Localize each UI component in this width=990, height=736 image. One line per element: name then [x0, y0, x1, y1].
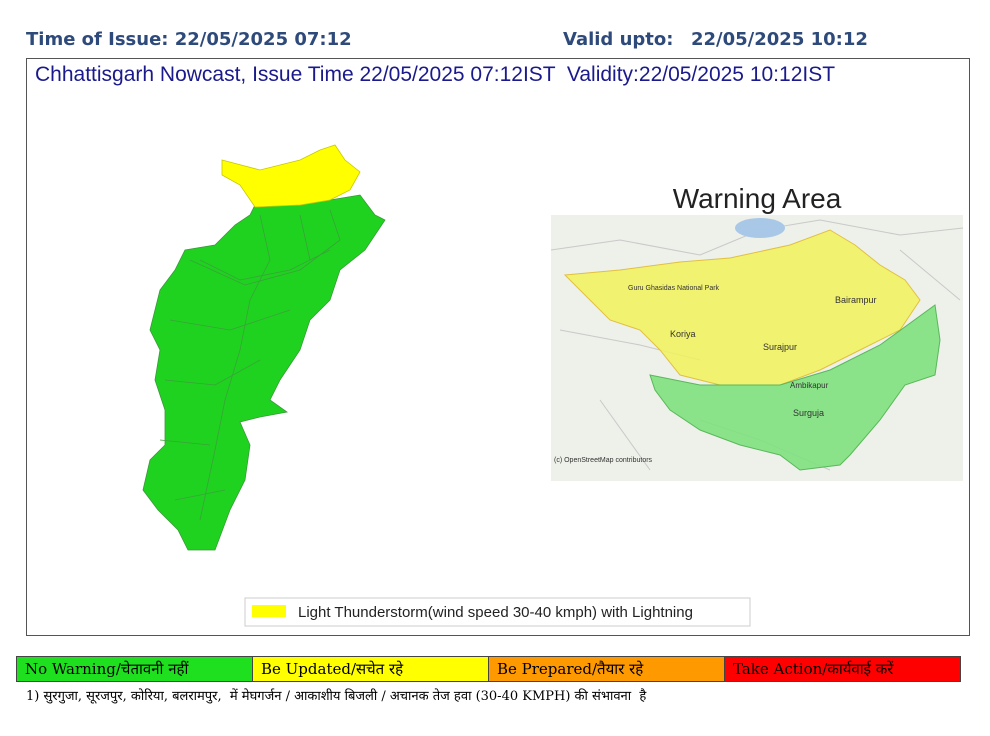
level-no-warning: No Warning/चेतावनी नहीं: [17, 657, 253, 681]
map-title: Chhattisgarh Nowcast, Issue Time 22/05/2…: [35, 63, 836, 86]
level-be-updated: Be Updated/सचेत रहे: [253, 657, 489, 681]
inset-place-label: Surguja: [793, 408, 824, 418]
inset-green-zone: [649, 304, 941, 471]
inset-title: Warning Area: [673, 183, 842, 214]
inset-place-label: Surajpur: [763, 342, 797, 352]
map-frame: Chhattisgarh Nowcast, Issue Time 22/05/2…: [26, 58, 970, 636]
issue-time: Time of Issue: 22/05/2025 07:12: [26, 29, 352, 50]
valid-time: 22/05/2025 10:12: [691, 29, 868, 50]
inset-place-label: (c) OpenStreetMap contributors: [554, 457, 653, 464]
legend-label: Light Thunderstorm(wind speed 30-40 kmph…: [298, 604, 693, 621]
warning-levels: No Warning/चेतावनी नहीं Be Updated/सचेत …: [16, 656, 961, 682]
inset-place-label: Ambikapur: [790, 381, 829, 390]
level-be-prepared: Be Prepared/तैयार रहे: [489, 657, 725, 681]
legend-box: [244, 597, 751, 627]
state-be-updated: [221, 144, 361, 208]
note: 1) सुरगुजा, सूरजपुर, कोरिया, बलरामपुर, म…: [26, 689, 647, 704]
legend-swatch: [252, 605, 286, 617]
inset-place-label: Koriya: [670, 329, 696, 339]
inset-water: [735, 218, 785, 238]
inset-place-label: Guru Ghasidas National Park: [628, 285, 720, 292]
inset-place-label: Bairampur: [835, 295, 877, 305]
state-no-warning: [142, 194, 386, 551]
district-boundaries: [159, 209, 341, 521]
valid-label: Valid upto:: [563, 29, 674, 50]
level-take-action: Take Action/कार्यवाई करें: [725, 657, 960, 681]
